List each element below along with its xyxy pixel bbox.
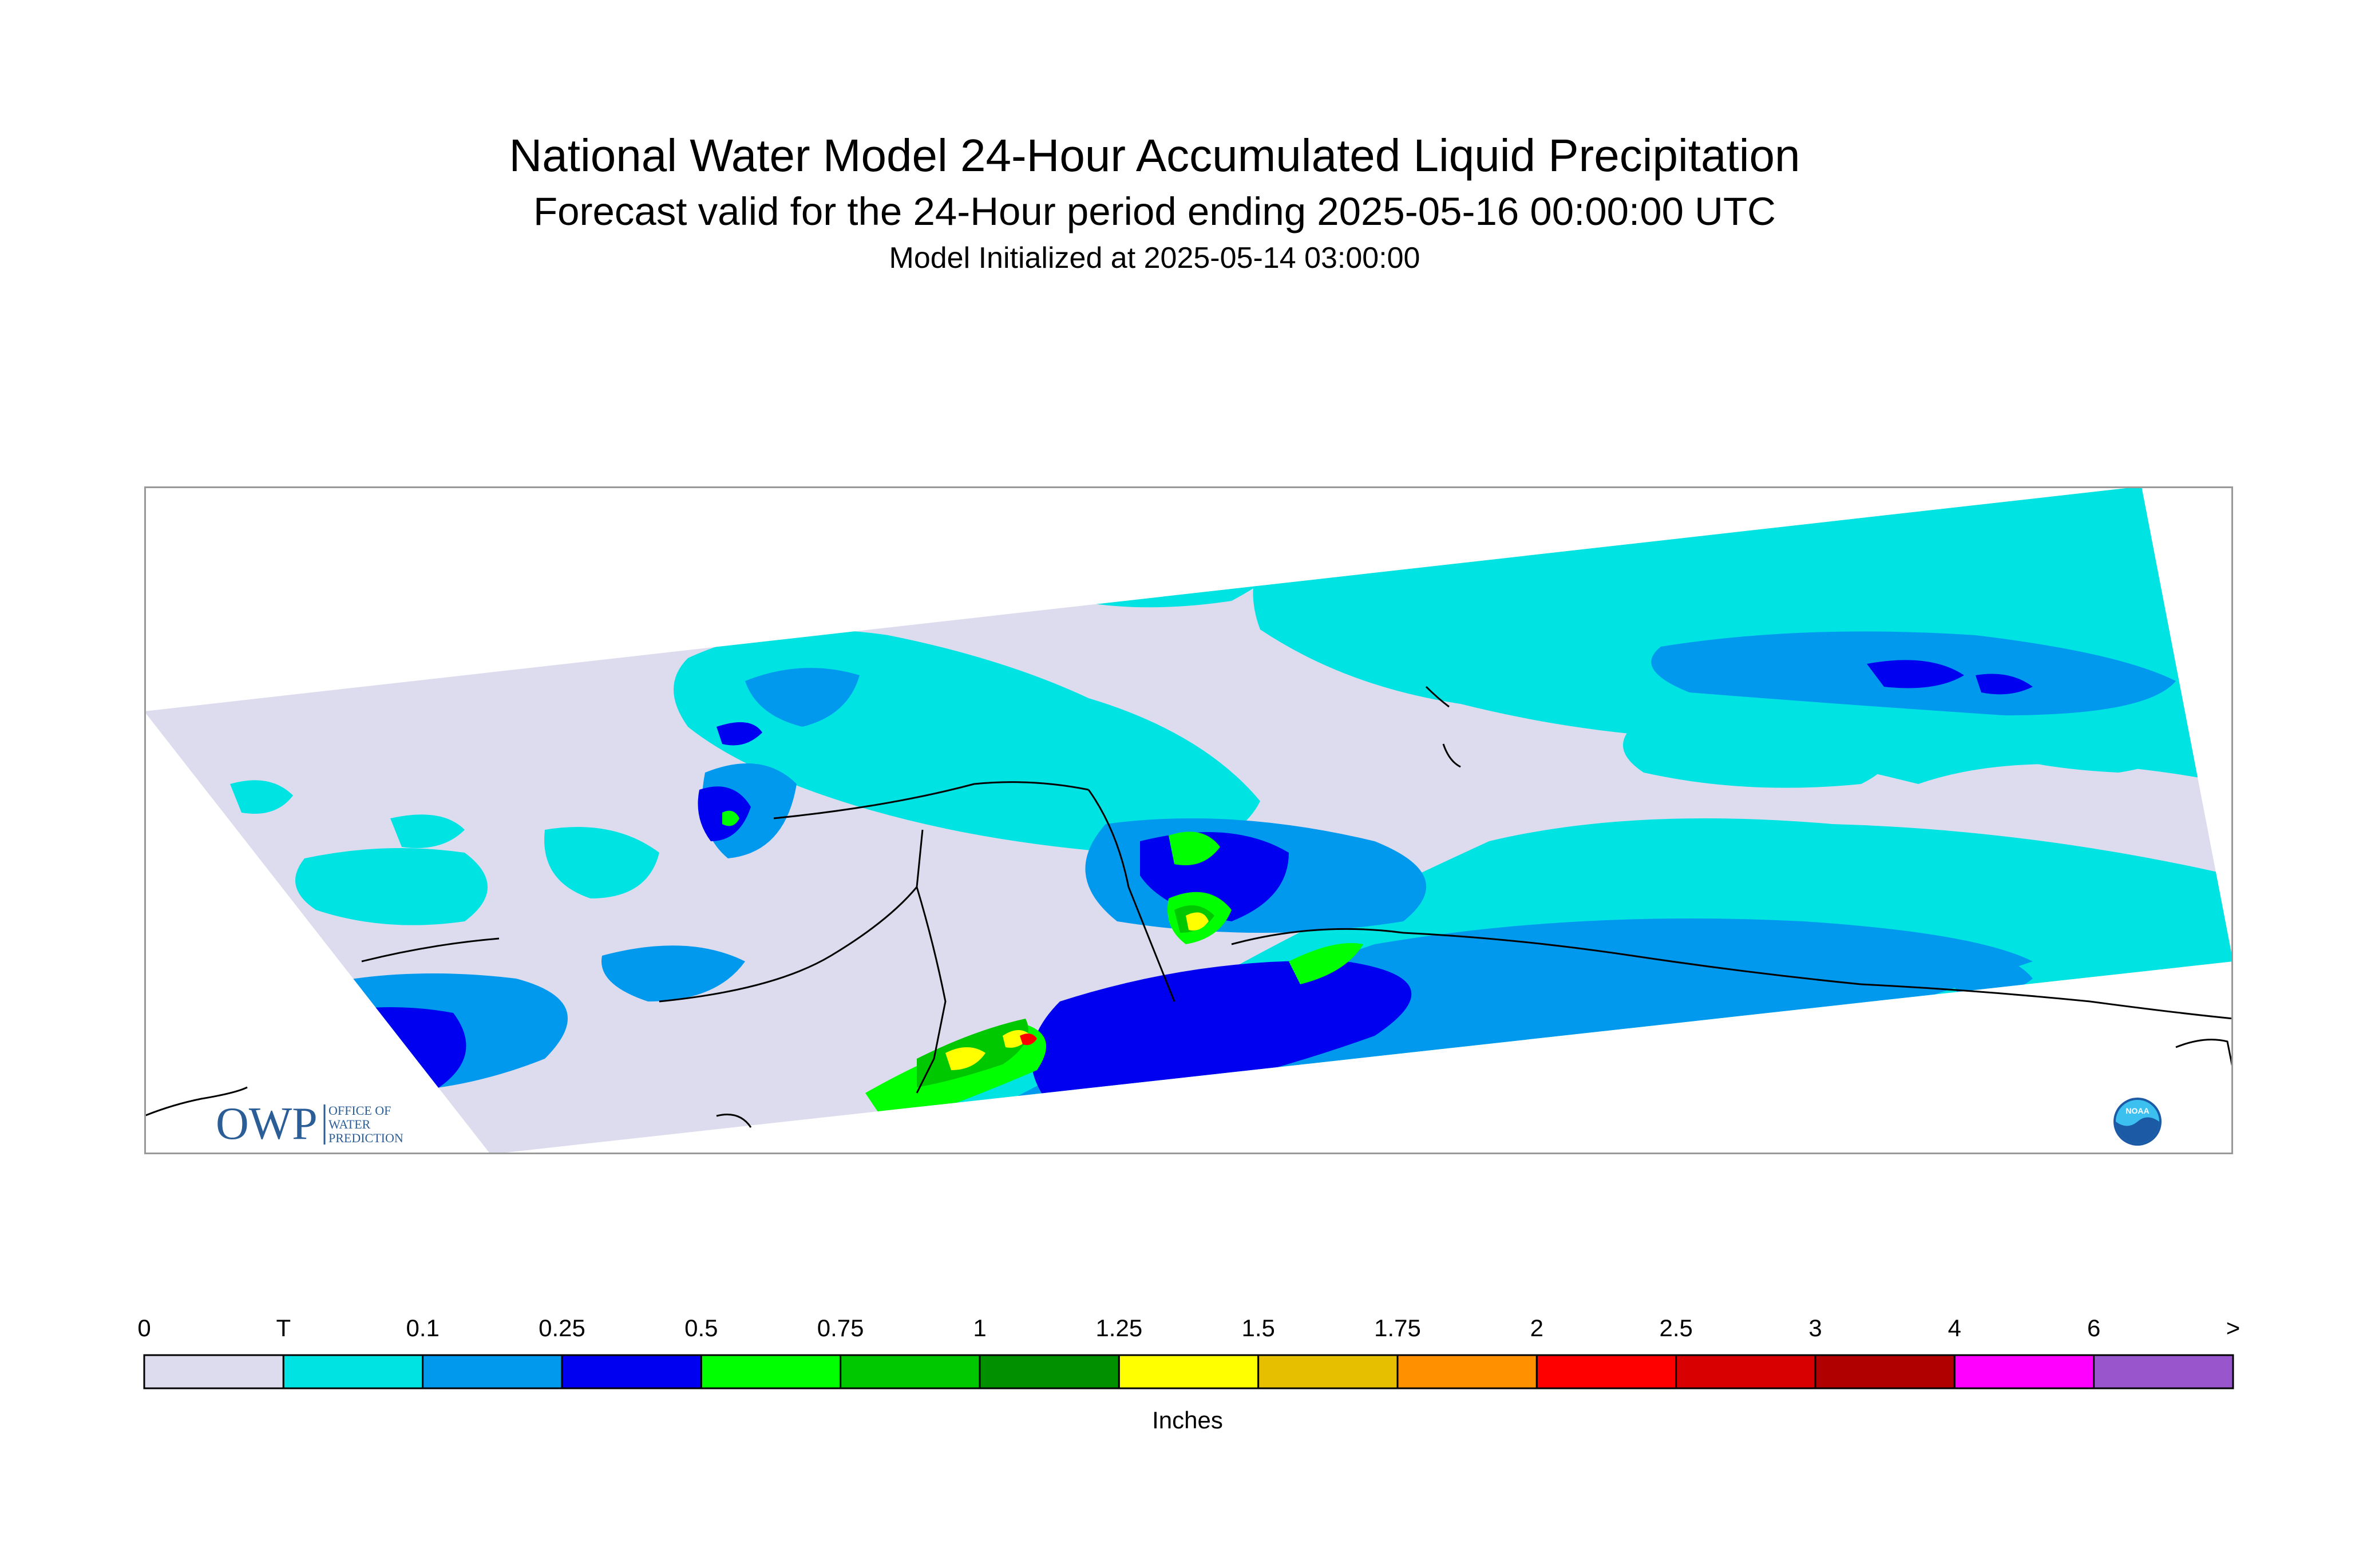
owp-logo: OWP OFFICE OF WATER PREDICTION [216,1099,403,1149]
coastlines [144,686,2233,1128]
chart-subtitle: Forecast valid for the 24-Hour period en… [533,189,1776,233]
precipitation-map: OWP OFFICE OF WATER PREDICTION NOAA [144,486,2233,1154]
legend-label: 0.5 [684,1314,718,1341]
legend-label: 0.75 [817,1314,864,1341]
legend-label: 4 [1948,1314,1962,1341]
legend-swatch [1675,1354,1816,1389]
legend-swatch [840,1354,981,1389]
legend-label: 0 [137,1314,151,1341]
legend-swatch [1953,1354,2095,1389]
legend-swatch [143,1354,284,1389]
map-frame [144,486,2233,1154]
legend-label: 3 [1808,1314,1822,1341]
legend-swatch [1396,1354,1538,1389]
noaa-logo: NOAA [2113,1098,2162,1146]
legend-swatch [422,1354,563,1389]
owp-logo-line3: PREDICTION [328,1131,403,1145]
legend-label: T [276,1314,291,1341]
legend-label: > [2226,1314,2241,1341]
owp-logo-mark: OWP [216,1099,318,1149]
legend-swatch [1535,1354,1677,1389]
legend-label: 0.25 [539,1314,585,1341]
legend-label: 2 [1530,1314,1544,1341]
legend-label: 1 [973,1314,987,1341]
legend-label: 1.5 [1241,1314,1275,1341]
owp-logo-line1: OFFICE OF [328,1103,391,1118]
legend-label: 1.75 [1374,1314,1421,1341]
legend-swatch [282,1354,424,1389]
legend-label: 2.5 [1659,1314,1693,1341]
legend-label: 0.1 [406,1314,440,1341]
legend-label: 1.25 [1095,1314,1143,1341]
model-init-text: Model Initialized at 2025-05-14 03:00:00 [889,241,1420,275]
legend-units: Inches [1152,1407,1223,1434]
color-legend [143,1354,2234,1389]
owp-logo-line2: WATER [328,1117,371,1131]
legend-swatch [561,1354,702,1389]
legend-swatch [1814,1354,1956,1389]
legend-swatch [1118,1354,1260,1389]
legend-label: 6 [2087,1314,2101,1341]
chart-title: National Water Model 24-Hour Accumulated… [509,130,1800,181]
title-block: National Water Model 24-Hour Accumulated… [0,126,2309,278]
noaa-logo-text: NOAA [2125,1106,2149,1115]
legend-swatch [2093,1354,2234,1389]
legend-swatch [1257,1354,1399,1389]
legend-swatch [700,1354,842,1389]
legend-swatch [979,1354,1120,1389]
